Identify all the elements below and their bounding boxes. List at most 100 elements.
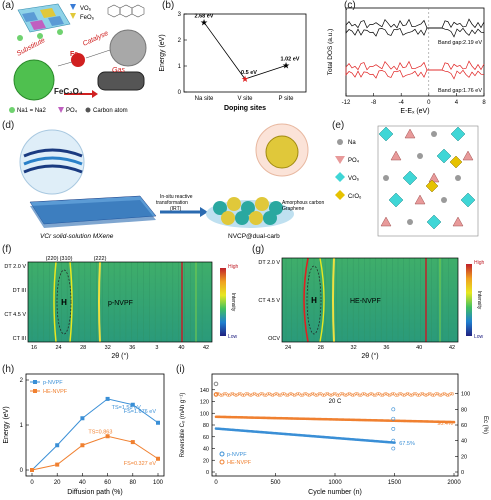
efficiency-point (422, 393, 426, 397)
label-irt-2: transformation (156, 200, 188, 206)
dos-curve-red-up (345, 60, 485, 71)
data-point (30, 468, 34, 472)
y-tick-label: 60 (203, 435, 209, 441)
efficiency-point (384, 391, 388, 396)
cro6-octahedron (449, 155, 463, 169)
map-frame (27, 261, 213, 343)
efficiency-point (351, 393, 355, 397)
y-tick-label: 2 (20, 378, 24, 384)
efficiency-point (244, 392, 248, 396)
x-tick-label: -8 (371, 100, 377, 106)
x-axis-label: Doping sites (224, 105, 266, 112)
y-tick-label: 80 (203, 423, 209, 429)
na-atom (407, 219, 413, 225)
x-tick-label: 0 (30, 480, 34, 486)
data-point (105, 434, 110, 439)
efficiency-point (402, 393, 406, 397)
efficiency-point (446, 393, 450, 397)
y-tick-label: 100 (200, 411, 209, 417)
po4-tetrahedron (404, 128, 416, 139)
legend-label: HE-NVPF (227, 460, 252, 466)
chart-c: -12 -8 -4 0 4 8 Band gap:2.19 eV Band gap:1.76 … (327, 7, 486, 115)
y-axis-label: Energy (eV) (3, 406, 10, 443)
efficiency-drop-point (391, 446, 396, 451)
efficiency-point (442, 391, 446, 396)
po4-tetrahedron (414, 194, 426, 205)
efficiency-point (434, 392, 438, 396)
data-point (80, 416, 85, 421)
x-tick-label: 24 (56, 345, 62, 351)
vo6-octahedron (378, 126, 394, 142)
na-atom (441, 197, 447, 203)
word-fec2o4: FeC₂O₄ (54, 87, 83, 96)
efficiency-point (441, 392, 445, 396)
data-point (156, 420, 160, 425)
x-tick-label: 24 (285, 345, 291, 351)
y2-tick-label: 60 (461, 423, 467, 429)
efficiency-point (416, 393, 420, 397)
y-tick-label: 120 (200, 400, 209, 406)
y-tick-label: 0 (206, 470, 209, 476)
legend-marker (219, 459, 225, 465)
efficiency-point (336, 393, 340, 397)
efficiency-point (379, 393, 383, 397)
sample-label: p-NVPF (108, 300, 133, 307)
efficiency-point (342, 393, 346, 397)
vo6-octahedron (450, 126, 466, 142)
x-tick-label: -4 (399, 100, 405, 106)
capacity-point-he (452, 420, 456, 424)
panel-c-label: (c) (344, 0, 356, 11)
efficiency-point (287, 392, 291, 396)
efficiency-point (347, 391, 351, 396)
data-point: ★ (241, 74, 249, 84)
efficiency-point (427, 391, 431, 396)
efficiency-point (327, 392, 331, 397)
efficiency-point (252, 391, 256, 396)
panel-b: (b) 0 1 2 3 ★ 2.68 eV Na site ★ 0.5 eV V site ★ 1.0… (156, 0, 318, 118)
efficiency-point (262, 393, 266, 397)
efficiency-point (437, 393, 441, 397)
efficiency-point (289, 391, 293, 396)
y-label: CT 4.5 V (4, 312, 26, 318)
x-tick-label: 1500 (388, 480, 402, 486)
efficiency-point (266, 392, 270, 396)
legend-e-na: Na (348, 140, 356, 146)
first-cycle-point (213, 381, 219, 387)
y-tick-label: 20 (203, 458, 209, 464)
legend-carbon: Carbon atom (93, 108, 128, 114)
label-irt-1: In-situ reactive (160, 194, 193, 200)
efficiency-point (394, 393, 398, 397)
panel-a-illustration: VO₆ FeO₆ Substitute Catalyse Fe FeC₂O₄ G… (9, 3, 147, 114)
y-tick-label: 1 (178, 64, 182, 70)
panel-c: (c) -12 -8 -4 0 4 8 Band gap:2.19 eV Band gap:1… (324, 0, 491, 118)
crystal-lattice (377, 125, 479, 237)
data-point (130, 440, 135, 445)
efficiency-point (237, 392, 241, 396)
panel-d-illustration: VCr solid-solution MXene In-situ reactiv… (19, 123, 324, 240)
efficiency-point (219, 393, 223, 397)
data-point: ★ (282, 60, 290, 70)
data-point: ★ (200, 17, 208, 27)
efficiency-point (444, 392, 448, 396)
efficiency-point (372, 393, 376, 397)
efficiency-drop-point (391, 407, 396, 412)
peak-index-label: (222) (94, 256, 107, 262)
legend-e-po4: PO₄ (348, 158, 360, 164)
panel-g-label: (g) (252, 244, 265, 255)
y-tick-label: 40 (203, 447, 209, 453)
efficiency-point (306, 393, 310, 397)
legend-label: p-NVPF (227, 452, 247, 458)
x-tick-label: 0 (214, 480, 218, 486)
y-tick-label: 1 (20, 423, 24, 429)
carbon-rod (97, 71, 145, 91)
na-atom (417, 153, 423, 159)
efficiency-point (451, 392, 455, 396)
efficiency-point (314, 393, 318, 397)
energy-annotation: TS=1.58 eV (112, 405, 142, 411)
vo6-octahedron (402, 170, 418, 186)
efficiency-point (284, 393, 288, 397)
efficiency-point (376, 392, 380, 396)
x-tick-label: P site (279, 96, 295, 102)
